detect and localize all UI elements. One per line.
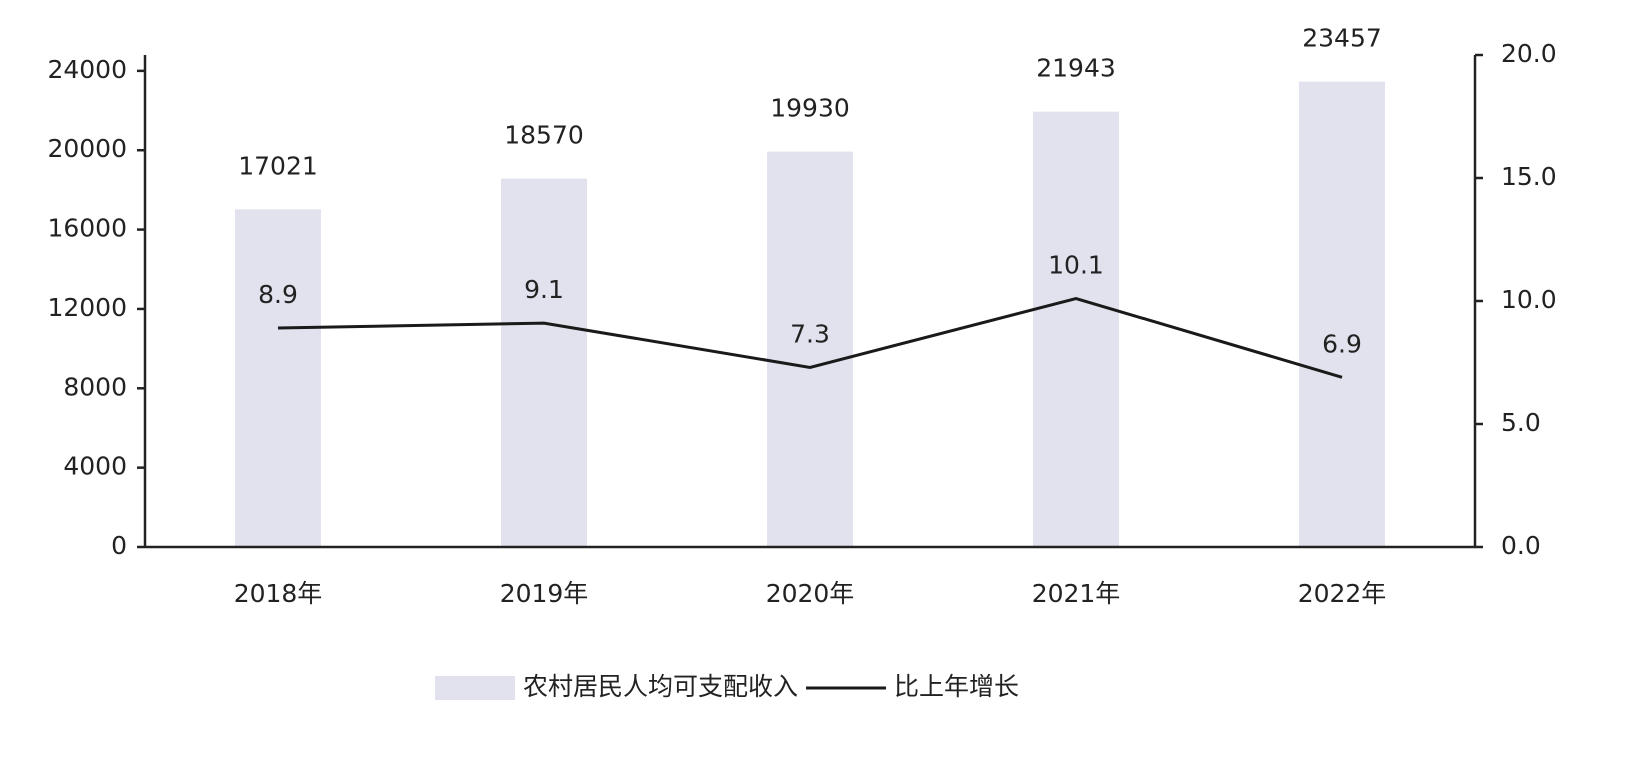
legend-label: 农村居民人均可支配收入: [523, 672, 798, 701]
bar: [1033, 111, 1119, 547]
line: [277, 296, 1343, 379]
y-tick-label: 0: [111, 531, 127, 560]
y-tick-label: 16000: [47, 214, 127, 243]
x-tick-label: 2020年: [766, 579, 855, 608]
y2-tick-label: 10.0: [1501, 285, 1557, 314]
legend-label: 比上年增长: [894, 672, 1019, 701]
bar: [1299, 81, 1385, 548]
x-tick-label: 2019年: [500, 579, 589, 608]
line-value-label: 8.9: [258, 280, 298, 309]
line-value-label: 7.3: [790, 319, 830, 348]
y-tick-label: 8000: [63, 372, 127, 401]
line-value-label: 10.1: [1048, 251, 1104, 280]
line-value-label: 6.9: [1322, 329, 1362, 358]
y-tick-label: 12000: [47, 293, 127, 322]
y2-tick-label: 15.0: [1501, 162, 1557, 191]
x-tick-label: 2022年: [1298, 579, 1387, 608]
y2-tick-label: 5.0: [1501, 408, 1541, 437]
x-tick-label: 2018年: [234, 579, 323, 608]
y2-tick-label: 20.0: [1501, 39, 1557, 68]
bar-value-label: 21943: [1036, 54, 1116, 83]
legend-swatch: [435, 676, 515, 700]
x-tick-label: 2021年: [1032, 579, 1121, 608]
y-tick-label: 24000: [47, 55, 127, 84]
bar: [235, 209, 321, 547]
bar-value-label: 18570: [504, 121, 584, 150]
line-value-label: 9.1: [524, 275, 564, 304]
bar: [767, 151, 853, 548]
bar-value-label: 23457: [1302, 24, 1382, 53]
y-tick-label: 4000: [63, 452, 127, 481]
bar: [501, 178, 587, 547]
bar-value-label: 17021: [238, 151, 318, 180]
bar-value-label: 19930: [770, 94, 850, 123]
y-tick-label: 20000: [47, 134, 127, 163]
y2-tick-label: 0.0: [1501, 531, 1541, 560]
